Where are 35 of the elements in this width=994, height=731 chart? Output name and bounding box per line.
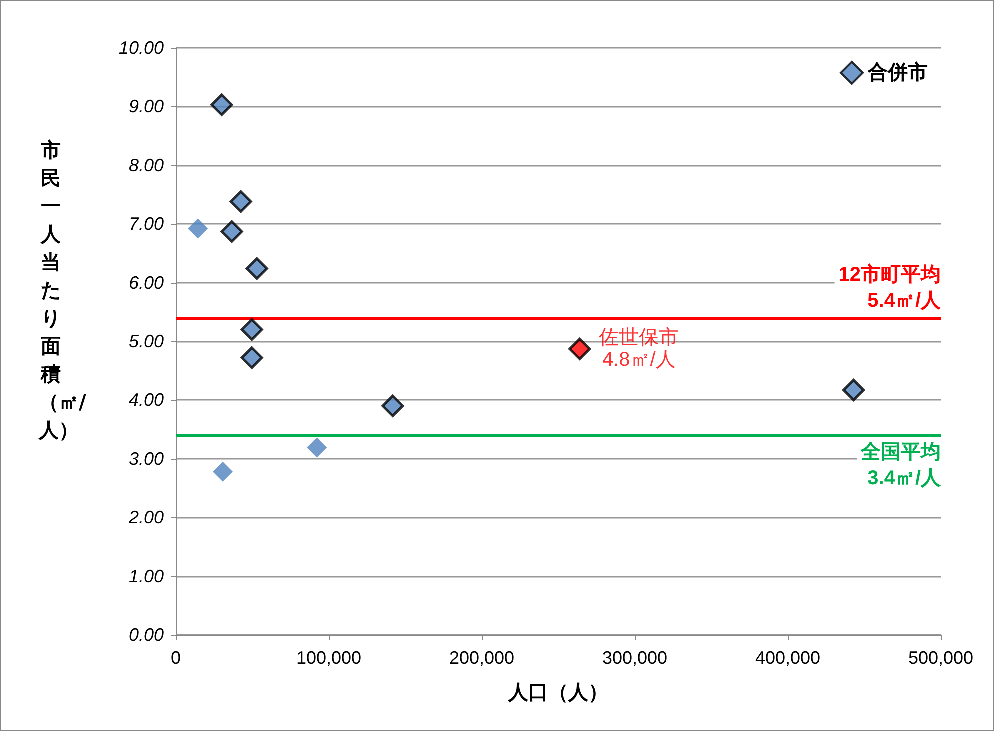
x-axis-title: 人口（人） xyxy=(508,682,608,704)
point xyxy=(188,218,208,239)
y-tick-label: 6.00 xyxy=(128,272,164,293)
point xyxy=(230,190,252,214)
point xyxy=(210,94,234,116)
y-tick-label: 1.00 xyxy=(128,566,164,586)
y-tick-label: 8.00 xyxy=(128,155,164,176)
x-tick-label: 400,000 xyxy=(755,648,821,668)
x-tick-label: 100,000 xyxy=(296,648,362,668)
text: 市民一人当たり面積（㎡/人） xyxy=(39,138,86,442)
x-tick-label: 0 xyxy=(170,648,182,668)
y-tick-label: 3.00 xyxy=(128,448,164,469)
y-tick-label: 0.00 xyxy=(128,625,164,645)
y-tick-label: 2.00 xyxy=(128,508,164,528)
y-tick-label: 10.00 xyxy=(118,38,164,58)
y-tick-label: 5.00 xyxy=(128,332,164,352)
x-tick-label: 300,000 xyxy=(602,648,668,668)
point xyxy=(240,318,264,342)
y-tick-label: 9.00 xyxy=(128,96,164,117)
point xyxy=(382,394,404,418)
point xyxy=(220,220,244,243)
y-tick-label: 7.00 xyxy=(128,214,164,234)
point xyxy=(212,462,233,482)
legend-label: 合併市 xyxy=(867,61,928,84)
point xyxy=(568,338,592,360)
ref-line-label: 全国平均 3.4㎡/人 xyxy=(860,441,942,490)
annotation: 佐世保市 4.8㎡/人 xyxy=(599,327,680,372)
ref-line-label: 12市町平均 5.4㎡/人 xyxy=(838,263,942,312)
point xyxy=(240,346,264,370)
point xyxy=(842,378,866,402)
point xyxy=(307,438,328,458)
y-tick-label: 4.00 xyxy=(128,390,164,410)
x-tick-label: 200,000 xyxy=(449,648,515,668)
x-tick-label: 500,000 xyxy=(908,648,974,668)
point xyxy=(246,257,268,280)
